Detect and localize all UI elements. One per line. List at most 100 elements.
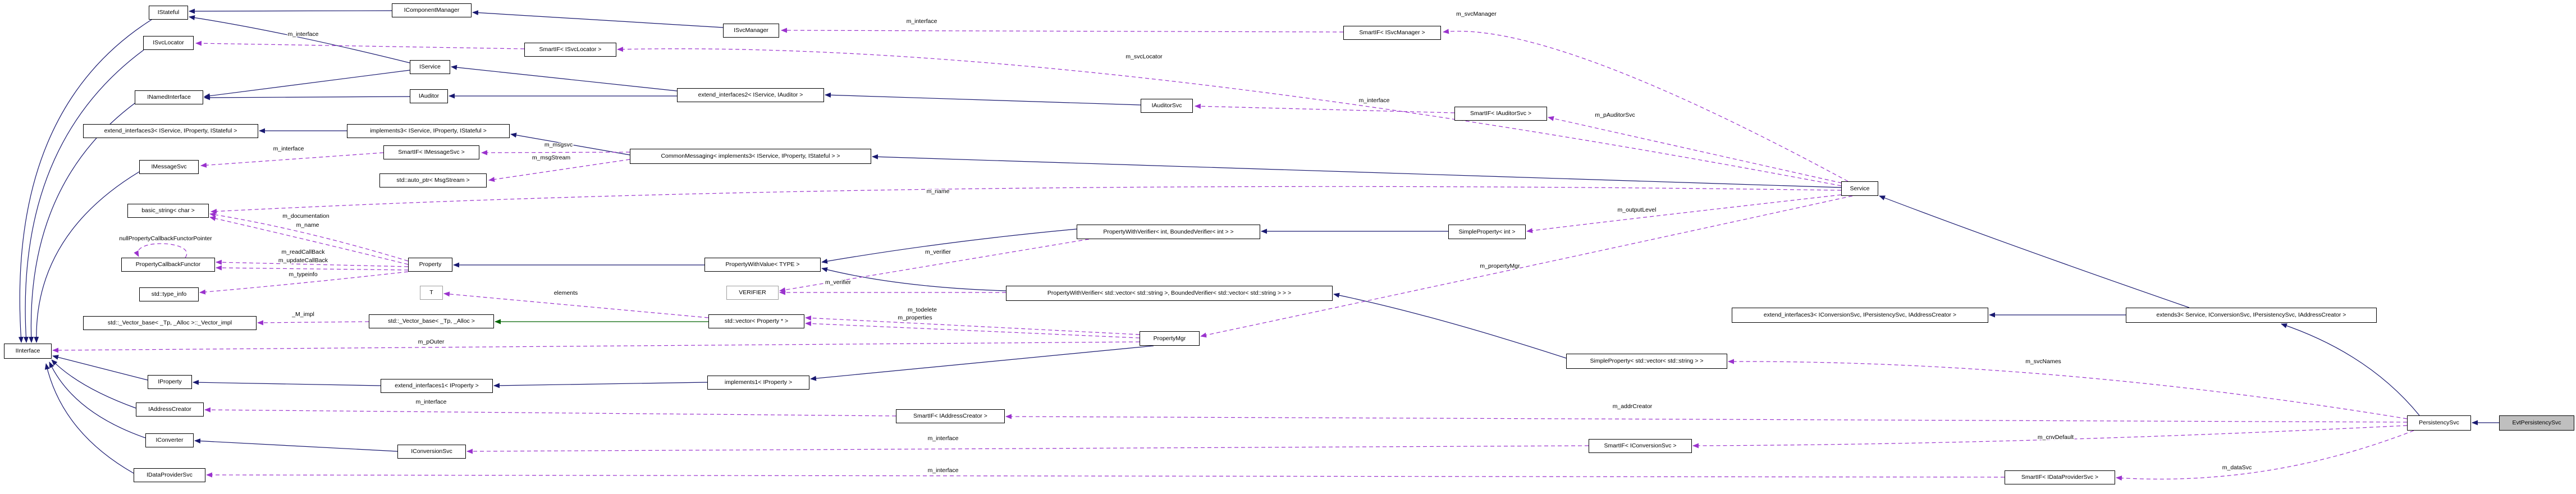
edge-SmartIF_ISvcManager-to-ISvcManager [781,28,1344,33]
class-node-PropertyCallbackFunctor[interactable]: PropertyCallbackFunctor [121,258,215,272]
class-node-SimpleProperty_vec[interactable]: SimpleProperty< std::vector< std::string… [1566,354,1727,369]
class-node-IDataProviderSvc[interactable]: IDataProviderSvc [134,468,205,482]
class-node-SmartIF_IMessageSvc[interactable]: SmartIF< IMessageSvc > [383,145,479,159]
edge-label-m_name: m_name [927,188,950,195]
class-node-PropertyMgr[interactable]: PropertyMgr [1140,331,1200,346]
class-node-extends3_service[interactable]: extends3< Service, IConversionSvc, IPers… [2126,308,2377,323]
class-node-SmartIF_IAuditorSvc[interactable]: SmartIF< IAuditorSvc > [1454,107,1547,121]
edge-CommonMessaging-to-SmartIF_IMessageSvc [481,150,630,155]
edge-CommonMessaging-to-std_auto_ptr_MsgStream [488,159,630,182]
edge-label-m_dataSvc: m_dataSvc [2222,464,2252,471]
class-node-IService[interactable]: IService [410,60,450,74]
class-node-IStateful[interactable]: IStateful [149,6,188,20]
class-node-implements3_sps[interactable]: implements3< IService, IProperty, IState… [347,124,510,138]
class-node-PWV_vec[interactable]: PropertyWithVerifier< std::vector< std::… [1006,286,1333,301]
edge-label-m_updateCallBack: m_updateCallBack [278,257,328,264]
edge-label-m_propertyMgr: m_propertyMgr [1480,263,1520,269]
edge-IService-to-IStateful [189,15,410,63]
edge-label-m_outputLevel: m_outputLevel [1618,207,1657,213]
edge-ISvcLocator-to-IInterface [23,49,144,343]
class-node-IConversionSvc[interactable]: IConversionSvc [397,445,466,459]
class-node-IComponentManager[interactable]: IComponentManager [392,3,472,17]
class-node-vector_base[interactable]: std::_Vector_base< _Tp, _Alloc > [369,314,494,328]
class-node-std_type_info[interactable]: std::type_info [139,287,199,301]
class-node-IAuditor[interactable]: IAuditor [410,89,448,103]
edge-label-m_svcManager: m_svcManager [1456,11,1497,17]
edge-Property-to-PropertyCallbackFunctor [216,265,409,271]
edge-label-m_verifier: m_verifier [925,249,951,255]
edge-Property-to-basic_string_char [209,216,409,265]
edge-label-m_svcNames: m_svcNames [2025,358,2061,365]
class-node-std_vector_Property[interactable]: std::vector< Property * > [708,314,804,328]
class-node-SmartIF_IAddressCreator[interactable]: SmartIF< IAddressCreator > [896,409,1005,423]
class-node-IAddressCreator[interactable]: IAddressCreator [136,402,204,417]
edge-label-elements: elements [554,290,578,296]
class-node-basic_string_char[interactable]: basic_string< char > [127,204,209,218]
class-node-SmartIF_IConversionSvc[interactable]: SmartIF< IConversionSvc > [1589,439,1692,453]
class-node-ISvcLocator[interactable]: ISvcLocator [143,36,194,50]
edge-label-m_msgsvc: m_msgsvc [545,141,573,148]
edge-label-m_msgStream: m_msgStream [532,154,571,161]
edge-Property-to-PropertyCallbackFunctor [216,259,409,267]
class-node-CommonMessaging[interactable]: CommonMessaging< implements3< IService, … [630,149,871,164]
edge-PropertyMgr-to-implements1_IProperty [810,345,1154,381]
class-node-std_auto_ptr_MsgStream[interactable]: std::auto_ptr< MsgStream > [379,173,487,187]
edge-PersistencySvc-to-SimpleProperty_vec [1728,359,2408,419]
edge-label-m_documentation: m_documentation [282,213,330,219]
edge-PWV_int-to-PropertyWithValue_TYPE [821,228,1077,264]
class-node-implements1_IProperty[interactable]: implements1< IProperty > [707,376,809,390]
edge-SmartIF_IConversionSvc-to-IConversionSvc [466,445,1589,454]
edge-PropertyCallbackFunctor-to-PropertyCallbackFunctor [134,243,187,258]
class-node-VERIFIER: VERIFIER [726,286,779,300]
edge-label-m_name: m_name [296,222,319,228]
edge-IMessageSvc-to-IInterface [34,171,140,343]
class-node-vector_impl[interactable]: std::_Vector_base< _Tp, _Alloc >::_Vecto… [83,316,257,330]
edge-IDataProviderSvc-to-IInterface [44,363,134,474]
edge-label-m_svcLocator: m_svcLocator [1125,53,1163,60]
class-node-extend_interfaces2_svc_aud[interactable]: extend_interfaces2< IService, IAuditor > [677,88,824,102]
class-node-PropertyWithValue_TYPE[interactable]: PropertyWithValue< TYPE > [704,258,821,272]
edge-PersistencySvc-to-SmartIF_IDataProviderSvc [2116,430,2414,481]
edge-IAuditor-to-INamedInterface [204,95,410,100]
class-node-IConverter[interactable]: IConverter [145,433,194,447]
edge-label-nullPropertyCallbackFunctorPointer: nullPropertyCallbackFunctorPointer [119,235,212,242]
class-node-SmartIF_IDataProviderSvc[interactable]: SmartIF< IDataProviderSvc > [2005,470,2115,484]
class-node-IAuditorSvc[interactable]: IAuditorSvc [1141,99,1193,113]
edge-PWV_vec-to-PropertyWithValue_TYPE [821,267,1006,291]
class-node-EvtPersistencySvc: EvtPersistencySvc [2499,415,2574,431]
edge-label-m_interface: m_interface [273,145,304,152]
class-node-IProperty[interactable]: IProperty [148,375,192,389]
edge-IConverter-to-IInterface [49,362,146,438]
class-node-SimpleProperty_int[interactable]: SimpleProperty< int > [1448,225,1526,239]
edge-INamedInterface-to-IInterface [29,103,135,343]
class-node-PersistencySvc[interactable]: PersistencySvc [2407,415,2471,431]
edge-IStateful-to-IInterface [18,19,152,343]
class-node-IMessageSvc[interactable]: IMessageSvc [139,160,199,174]
class-node-extend_interfaces3_cpa[interactable]: extend_interfaces3< IConversionSvc, IPer… [1732,308,1988,323]
class-node-PWV_int[interactable]: PropertyWithVerifier< int, BoundedVerifi… [1077,225,1260,239]
class-node-INamedInterface[interactable]: INamedInterface [135,90,203,104]
class-node-ISvcManager[interactable]: ISvcManager [723,24,779,38]
edge-IConversionSvc-to-IConverter [194,438,398,452]
class-node-SmartIF_ISvcLocator[interactable]: SmartIF< ISvcLocator > [524,43,616,57]
edge-SmartIF_ISvcLocator-to-ISvcLocator [195,40,525,49]
edge-SmartIF_IAuditorSvc-to-IAuditorSvc [1195,103,1455,113]
edge-label-m_cnvDefault: m_cnvDefault [2038,434,2074,441]
edge-Service-to-SmartIF_ISvcLocator [617,47,1842,186]
edge-Service-to-SmartIF_ISvcManager [1443,29,1849,182]
class-node-Property[interactable]: Property [408,258,452,272]
edge-label-m_interface: m_interface [928,467,959,474]
edge-PropertyMgr-to-IInterface [52,341,1140,353]
edge-CommonMessaging-to-implements3_sps [510,132,630,155]
edge-Service-to-CommonMessaging [872,154,1842,188]
class-node-IInterface[interactable]: IInterface [4,344,52,359]
edge-label-_M_impl: _M_impl [291,311,314,318]
class-node-Service[interactable]: Service [1841,181,1878,196]
edge-ISvcManager-to-IComponentManager [472,10,724,28]
class-node-extend_interfaces3_sps[interactable]: extend_interfaces3< IService, IProperty,… [83,124,258,138]
edge-IAuditorSvc-to-extend_interfaces2_svc_aud [825,92,1141,106]
class-node-extend_interfaces1_IProperty[interactable]: extend_interfaces1< IProperty > [381,379,493,393]
edge-Service-to-SimpleProperty_int [1526,194,1842,234]
class-node-SmartIF_ISvcManager[interactable]: SmartIF< ISvcManager > [1343,26,1441,40]
